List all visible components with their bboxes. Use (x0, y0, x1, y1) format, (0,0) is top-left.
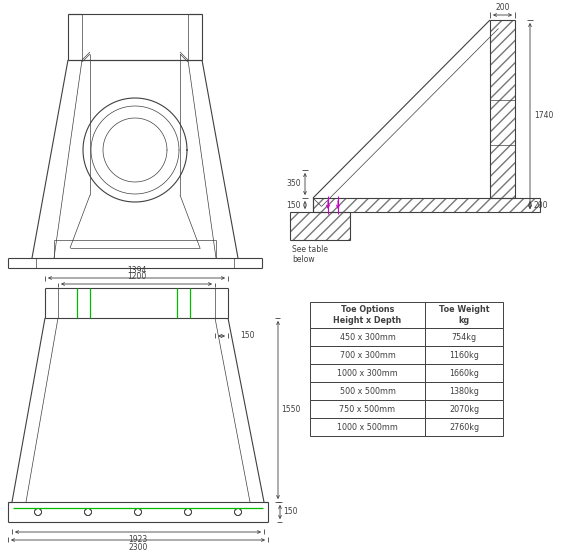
Text: 1394: 1394 (127, 266, 146, 275)
Text: 1923: 1923 (128, 535, 148, 544)
Text: 754kg: 754kg (451, 333, 477, 342)
Text: 1550: 1550 (281, 405, 300, 415)
Bar (310, 400, 425, 418)
Bar (425, 418, 503, 436)
Bar (425, 400, 503, 418)
Bar (310, 302, 503, 328)
Text: 1380kg: 1380kg (449, 387, 479, 395)
Text: 2300: 2300 (128, 543, 148, 550)
Text: 2760kg: 2760kg (449, 422, 479, 432)
Bar (310, 328, 425, 346)
Text: 200: 200 (495, 3, 510, 12)
Text: 150: 150 (283, 508, 297, 516)
Text: Toe Weight
kg: Toe Weight kg (439, 305, 490, 325)
Bar (425, 346, 503, 364)
Bar (310, 346, 425, 364)
Text: 1200: 1200 (127, 272, 146, 281)
Text: 350: 350 (287, 179, 301, 189)
Text: 1000 x 300mm: 1000 x 300mm (337, 368, 398, 377)
Polygon shape (313, 198, 540, 212)
Text: 700 x 300mm: 700 x 300mm (339, 350, 396, 360)
Text: 450 x 300mm: 450 x 300mm (339, 333, 396, 342)
Text: 1740: 1740 (534, 112, 554, 120)
Text: Toe Options
Height x Depth: Toe Options Height x Depth (333, 305, 402, 325)
Bar (310, 382, 425, 400)
Text: 1000 x 500mm: 1000 x 500mm (337, 422, 398, 432)
Bar (310, 364, 425, 382)
Text: 1660kg: 1660kg (449, 368, 479, 377)
Text: 750 x 500mm: 750 x 500mm (339, 404, 396, 414)
Text: 150: 150 (287, 201, 301, 210)
Bar (310, 418, 425, 436)
Text: 150: 150 (240, 332, 255, 340)
Text: 1160kg: 1160kg (449, 350, 479, 360)
Bar (425, 382, 503, 400)
Bar (425, 328, 503, 346)
Text: 2070kg: 2070kg (449, 404, 479, 414)
Polygon shape (290, 212, 350, 240)
Text: 500 x 500mm: 500 x 500mm (339, 387, 396, 395)
Text: See table
below: See table below (292, 245, 328, 265)
Text: 200: 200 (534, 201, 549, 210)
Polygon shape (490, 20, 515, 198)
Bar (425, 364, 503, 382)
